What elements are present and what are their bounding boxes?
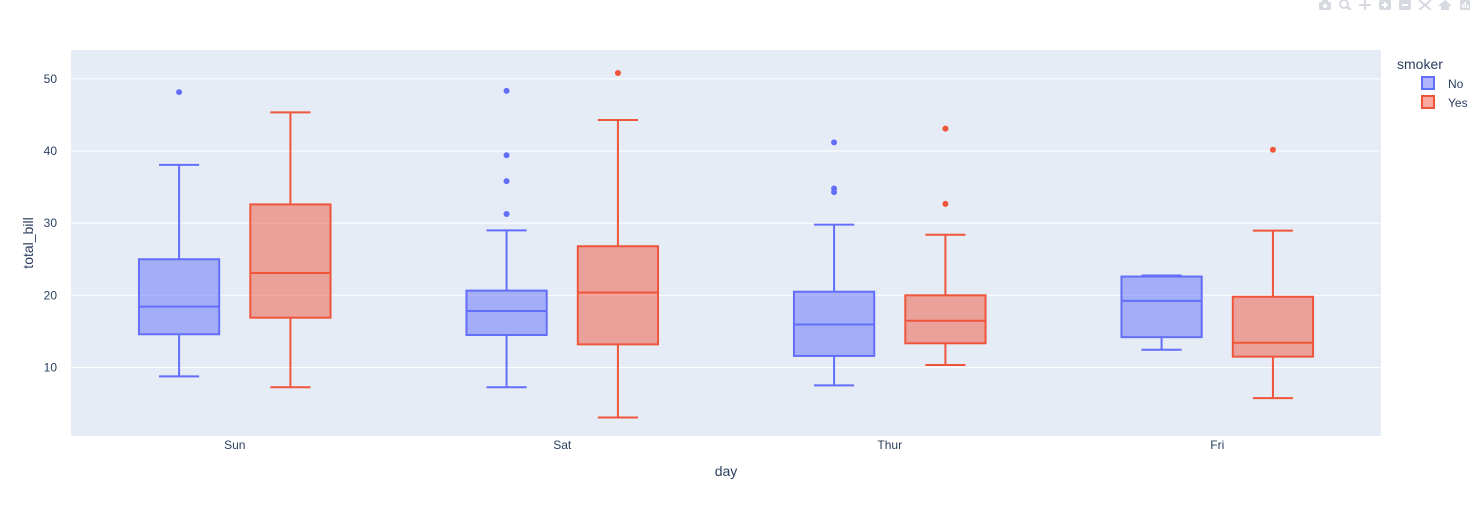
legend-swatch-yes <box>1421 95 1435 109</box>
box-yes-fri <box>1231 146 1315 400</box>
x-axis-ticks: Sun Sat Thur Fri <box>224 438 1224 452</box>
x-tick-label: Thur <box>877 438 902 452</box>
boxes <box>137 70 1315 419</box>
y-tick-label: 20 <box>44 288 58 302</box>
y-axis-ticks: 10 20 30 40 50 <box>44 72 58 375</box>
outlier-point <box>942 200 949 207</box>
box-yes-sun <box>249 111 332 389</box>
legend-label-no: No <box>1448 77 1464 91</box>
box-no-sat <box>465 87 548 389</box>
iqr-box <box>1231 295 1315 358</box>
outlier-point <box>503 210 510 217</box>
y-tick-label: 40 <box>44 144 58 158</box>
box-yes-sat <box>576 70 660 419</box>
x-tick-label: Sat <box>553 438 572 452</box>
iqr-box <box>465 289 548 336</box>
outlier-point <box>503 87 510 94</box>
zoom-in-icon[interactable] <box>1378 0 1392 10</box>
x-tick-label: Fri <box>1210 438 1224 452</box>
iqr-box <box>249 203 332 319</box>
y-tick-label: 10 <box>44 360 58 374</box>
outlier-point <box>614 70 621 77</box>
outlier-point <box>942 125 949 132</box>
camera-icon[interactable] <box>1318 0 1332 10</box>
legend-item-yes[interactable]: Yes <box>1421 95 1468 110</box>
y-tick-label: 30 <box>44 216 58 230</box>
legend-title: smoker <box>1397 56 1443 72</box>
iqr-box <box>1120 275 1203 339</box>
zoom-out-icon[interactable] <box>1398 0 1412 10</box>
legend-swatch-no <box>1421 76 1435 90</box>
outlier-point <box>176 89 183 96</box>
x-axis-title: day <box>715 463 738 479</box>
autoscale-icon[interactable] <box>1418 0 1432 10</box>
y-tick-label: 50 <box>44 72 58 86</box>
outlier-point <box>503 152 510 159</box>
box-no-thur <box>792 139 876 387</box>
y-axis-title: total_bill <box>20 217 36 268</box>
outlier-point <box>831 139 838 146</box>
pan-icon[interactable] <box>1358 0 1372 10</box>
zoom-icon[interactable] <box>1338 0 1352 10</box>
home-icon[interactable] <box>1438 0 1452 10</box>
outlier-point <box>503 178 510 185</box>
legend-item-no[interactable]: No <box>1421 76 1464 91</box>
plotly-logo-icon[interactable] <box>1458 0 1472 10</box>
x-tick-label: Sun <box>224 438 245 452</box>
iqr-box <box>137 258 221 336</box>
legend: smoker No Yes <box>1397 56 1468 110</box>
legend-label-yes: Yes <box>1448 96 1468 110</box>
iqr-box <box>576 245 660 346</box>
box-no-fri <box>1120 274 1203 351</box>
modebar <box>1318 0 1474 12</box>
iqr-box <box>904 294 987 345</box>
outlier-point <box>1269 146 1276 153</box>
box-yes-thur <box>904 125 987 367</box>
box-no-sun <box>137 89 221 378</box>
outlier-point <box>831 185 838 192</box>
